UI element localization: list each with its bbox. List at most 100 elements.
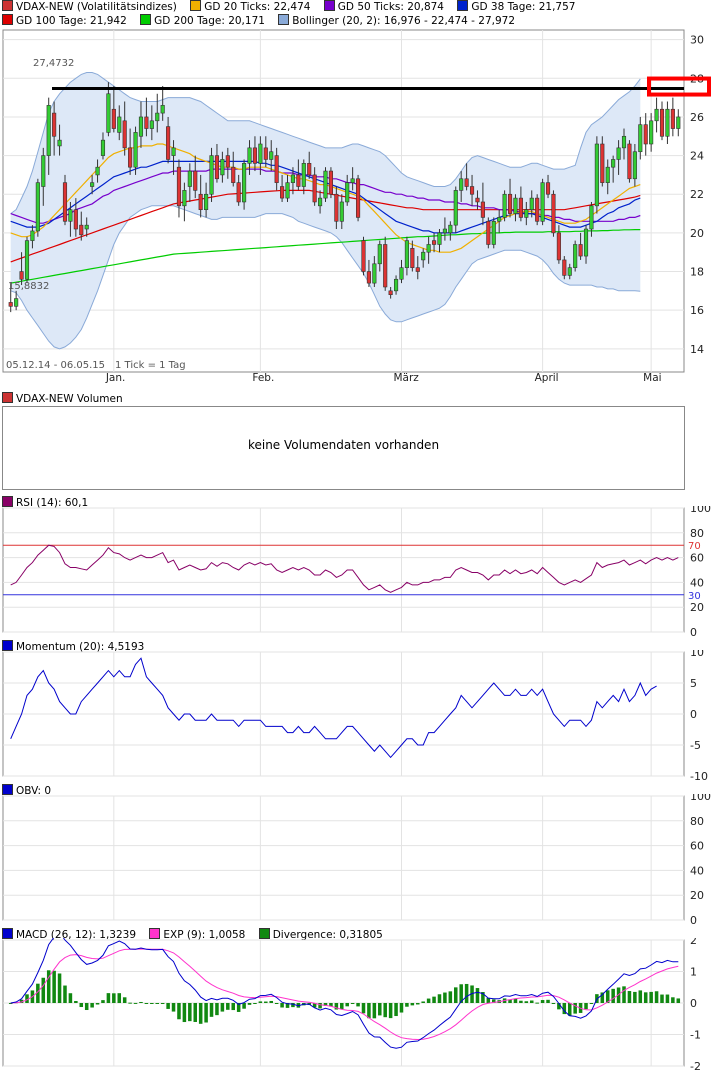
divergence-bar — [443, 992, 447, 1003]
candle-up — [459, 178, 464, 191]
divergence-bar — [209, 1003, 214, 1017]
candle-up — [138, 116, 144, 137]
divergence-bar — [367, 1003, 371, 1019]
macd-tick-label: 0 — [690, 997, 697, 1010]
candle-down — [263, 147, 268, 160]
candle-down — [296, 174, 301, 187]
candle-up — [426, 244, 431, 253]
rsi-tick-label: 60 — [690, 552, 704, 565]
candle-down — [643, 124, 648, 145]
candle-up — [573, 244, 578, 268]
divergence-bar — [486, 997, 491, 1003]
divergence-bar — [654, 991, 659, 1003]
divergence-bar — [383, 1003, 387, 1018]
max-label: 27,4732 — [33, 58, 74, 69]
date-range-text: 05.12.14 - 06.05.15 — [6, 360, 105, 371]
price-tick-label: 30 — [690, 34, 704, 47]
divergence-bar — [334, 1003, 339, 1010]
candle-down — [128, 147, 133, 168]
divergence-bar — [117, 993, 122, 1003]
candle-down — [307, 163, 312, 176]
momentum-line — [10, 657, 657, 759]
month-label: März — [393, 372, 419, 384]
divergence-bar — [557, 1003, 561, 1010]
divergence-bar — [622, 986, 626, 1003]
divergence-bar — [475, 988, 480, 1003]
macd-line — [10, 938, 679, 1049]
divergence-bar — [426, 998, 431, 1003]
divergence-bar — [416, 1003, 420, 1005]
candle-down — [480, 201, 485, 218]
divergence-bar — [19, 999, 24, 1003]
candle-up — [594, 143, 599, 207]
obv-tick-label: 20 — [690, 889, 704, 902]
legend-swatch — [278, 14, 290, 25]
divergence-bar — [453, 987, 458, 1003]
candle-up — [372, 263, 377, 284]
legend-swatch — [2, 14, 13, 25]
divergence-bar — [421, 1001, 425, 1003]
candle-up — [41, 155, 46, 187]
legend-swatch — [2, 640, 13, 651]
price-tick-label: 18 — [690, 266, 704, 279]
divergence-bar — [52, 970, 56, 1003]
momentum-legend: Momentum (20): 4,5193 — [2, 640, 144, 654]
divergence-bar — [41, 977, 46, 1003]
candle-up — [589, 205, 594, 230]
divergence-bar — [79, 1003, 84, 1008]
divergence-bar — [285, 1003, 290, 1008]
volume-panel — [2, 406, 685, 490]
momentum-tick-label: 0 — [690, 708, 697, 721]
divergence-bar — [459, 984, 463, 1003]
rsi-chart: 0 20 40 60 80 100 70 30 — [2, 506, 711, 636]
legend-item: GD 20 Ticks: 22,474 — [190, 0, 310, 14]
divergence-bar — [660, 994, 664, 1003]
legend-label: GD 20 Ticks: 22,474 — [204, 1, 311, 13]
candle-up — [117, 116, 122, 133]
legend-item: GD 200 Tage: 20,171 — [140, 14, 265, 28]
candle-down — [312, 174, 317, 203]
candle-down — [415, 267, 420, 272]
candle-up — [399, 267, 404, 280]
candle-up — [68, 209, 73, 222]
legend-swatch — [2, 392, 13, 403]
macd-tick-label: 2 — [690, 938, 697, 947]
legend-label: VDAX-NEW Volumen — [16, 393, 123, 405]
divergence-bar — [280, 1003, 284, 1008]
candle-down — [166, 126, 171, 160]
divergence-bar — [46, 970, 51, 1003]
month-label: Jan. — [105, 372, 126, 384]
candle-down — [52, 112, 57, 137]
candle-down — [176, 166, 182, 207]
bollinger-lower — [10, 205, 641, 350]
candle-up — [350, 178, 355, 183]
momentum-chart: -10 -5 0 5 10 — [2, 650, 708, 780]
candle-up — [567, 267, 572, 276]
rsi-tick-label: 80 — [690, 527, 704, 540]
candle-up — [171, 147, 176, 156]
divergence-bar — [491, 999, 496, 1003]
divergence-bar — [584, 1003, 588, 1010]
candle-up — [638, 124, 643, 153]
candle-up — [453, 190, 458, 226]
month-label: Mai — [643, 372, 662, 384]
divergence-bar — [671, 997, 675, 1003]
candle-up — [242, 163, 247, 203]
candle-up — [30, 230, 35, 241]
min-label: 15,8832 — [8, 281, 49, 292]
obv-tick-label: 40 — [690, 864, 704, 877]
candle-down — [535, 197, 540, 222]
divergence-bar — [68, 993, 73, 1003]
divergence-bar — [676, 998, 681, 1003]
candle-down — [328, 170, 333, 195]
divergence-bar — [643, 992, 648, 1003]
legend-label: OBV: 0 — [16, 785, 52, 797]
candle-down — [225, 155, 230, 168]
price-tick-label: 14 — [690, 343, 704, 356]
candle-down — [144, 116, 149, 129]
divergence-bar — [638, 990, 643, 1003]
candle-up — [220, 159, 225, 176]
divergence-bar — [649, 991, 653, 1003]
obv-tick-label: 60 — [690, 840, 704, 853]
